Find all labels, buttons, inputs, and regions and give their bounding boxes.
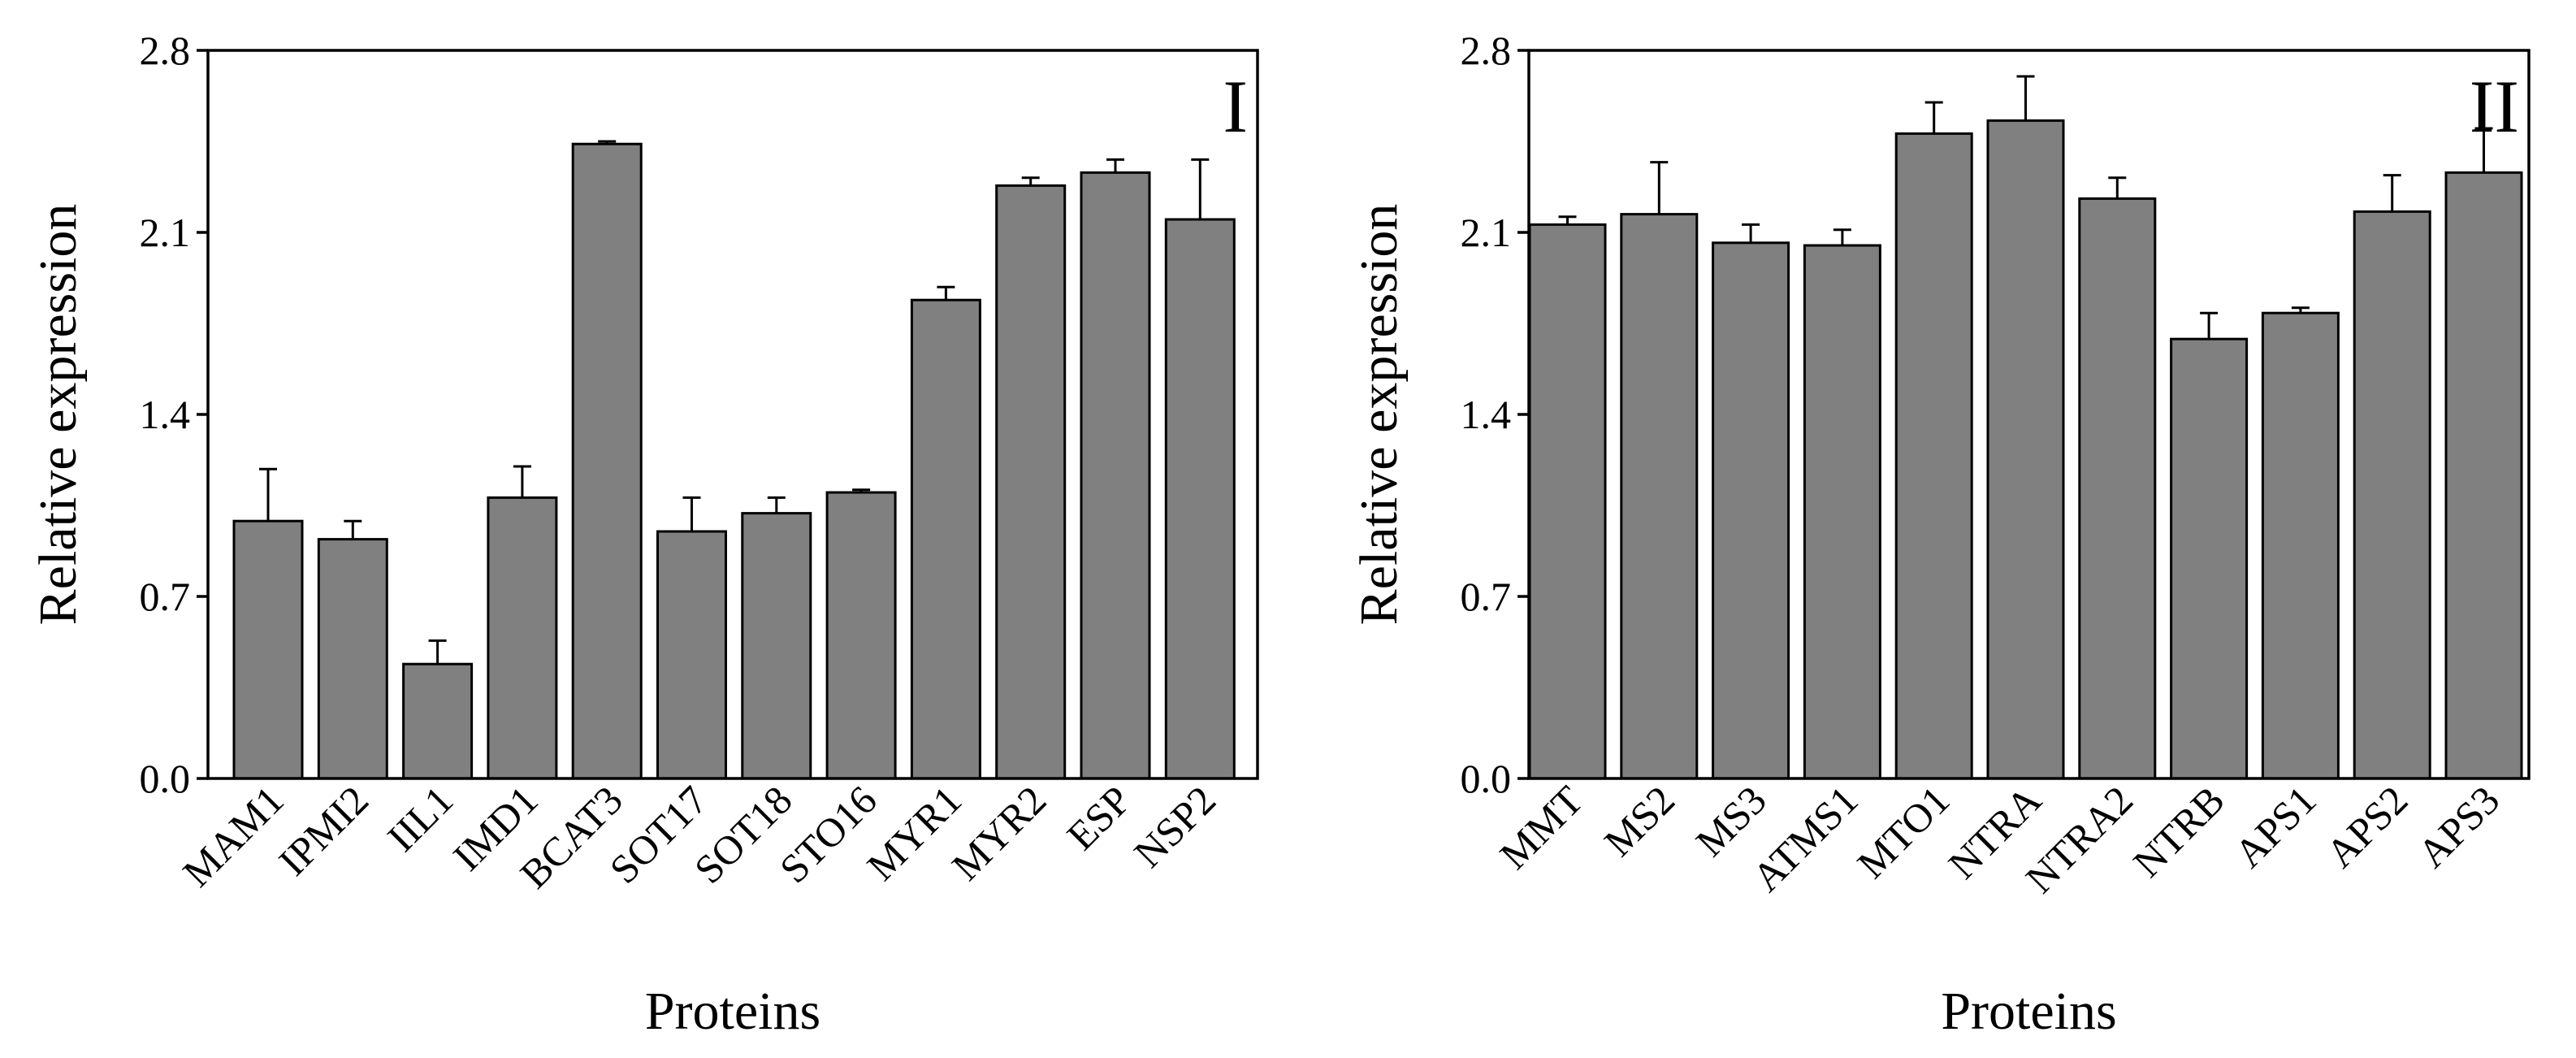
y-tick-label: 0.7 xyxy=(140,574,191,619)
x-tick-label-sot18: SOT18 xyxy=(686,777,801,892)
bar-ntra xyxy=(1986,119,2065,780)
x-tick-label-nsp2: NSP2 xyxy=(1125,777,1224,876)
bar-myr2 xyxy=(995,184,1067,780)
bar-ntra2 xyxy=(2078,197,2157,780)
y-axis-label: Relative expression xyxy=(1349,204,1409,626)
bar-imd1 xyxy=(487,496,558,780)
bar-aps3 xyxy=(2444,171,2523,780)
bar-ntrb xyxy=(2170,337,2249,780)
x-tick-label-ipmi2: IPMI2 xyxy=(270,777,377,884)
y-tick-label: 2.1 xyxy=(1461,210,1512,255)
x-tick-label-ms2: MS2 xyxy=(1595,777,1683,865)
y-tick-label: 0.7 xyxy=(1461,574,1512,619)
bar-sot17 xyxy=(656,530,727,780)
bar-bcat3 xyxy=(571,142,643,780)
x-tick-label-myr1: MYR1 xyxy=(858,777,970,889)
x-tick-label-sto16: STO16 xyxy=(771,777,885,891)
bar-ipmi2 xyxy=(317,538,388,780)
bar-ms2 xyxy=(1620,213,1699,780)
bar-aps2 xyxy=(2353,210,2431,780)
x-tick-label-mam1: MAM1 xyxy=(174,777,292,895)
y-tick-label: 2.8 xyxy=(140,28,191,73)
bar-myr1 xyxy=(910,298,981,780)
bar-mto1 xyxy=(1894,132,1973,780)
y-tick-label: 1.4 xyxy=(140,392,191,437)
bar-esp xyxy=(1080,171,1151,780)
x-tick-label-aps2: APS2 xyxy=(2317,777,2416,876)
x-axis-label: Proteins xyxy=(645,982,820,1041)
x-tick-label-myr2: MYR2 xyxy=(943,777,1055,889)
bar-sto16 xyxy=(825,491,897,780)
bar-nsp2 xyxy=(1164,218,1236,780)
chart-panel-2: MMT MS2 MS3ATMS1MTO1NTRANTRA2NTRBAPS1APS2A… xyxy=(1349,28,2531,1041)
y-tick-label: 2.8 xyxy=(1461,28,1512,73)
bar-aps1 xyxy=(2261,311,2340,780)
panel-label: II xyxy=(2470,65,2519,148)
y-axis-label: Relative expression xyxy=(28,204,88,626)
bar-ms3 xyxy=(1712,241,1790,780)
x-tick-label-sot17: SOT17 xyxy=(601,777,717,892)
x-tick-label-ntrb: NTRB xyxy=(2124,777,2233,886)
x-tick-label-mto1: MTO1 xyxy=(1848,777,1958,887)
bar-mam1 xyxy=(232,519,304,780)
y-tick-label: 0.0 xyxy=(140,756,191,801)
y-tick-label: 2.1 xyxy=(140,210,191,255)
bar-atms1 xyxy=(1803,244,1881,780)
x-tick-label-aps1: APS1 xyxy=(2226,777,2325,876)
panel-label: I xyxy=(1223,65,1248,148)
y-tick-label: 1.4 xyxy=(1461,392,1512,437)
y-tick-label: 0.0 xyxy=(1461,756,1512,801)
x-tick-label-aps3: APS3 xyxy=(2409,777,2508,876)
x-tick-label-atms1: ATMS1 xyxy=(1743,777,1867,900)
bar-sot18 xyxy=(741,512,812,780)
bar-iil1 xyxy=(402,662,474,780)
bar-mmt xyxy=(1528,223,1607,780)
x-axis-label: Proteins xyxy=(1941,982,2116,1041)
